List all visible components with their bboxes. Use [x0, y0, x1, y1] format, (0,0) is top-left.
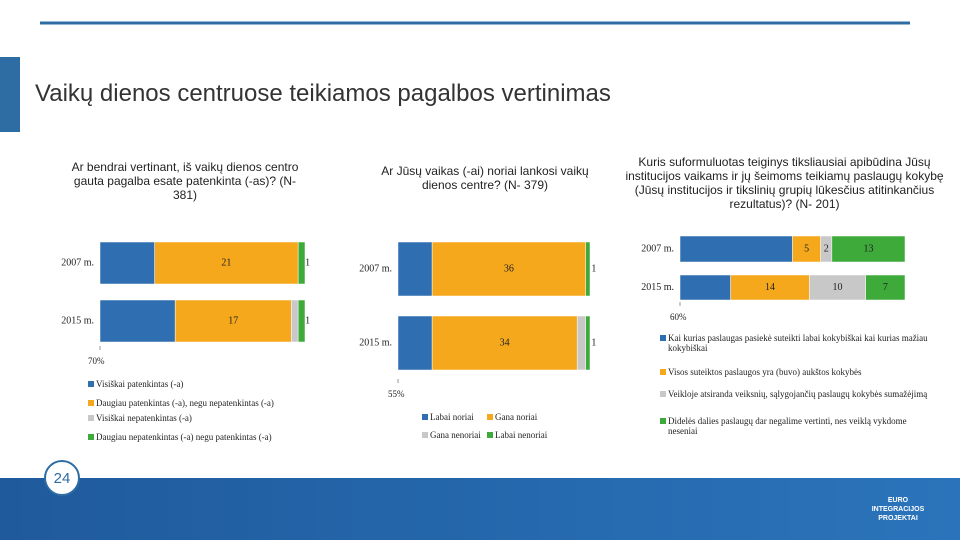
- chart-title: Ar bendrai vertinant, iš vaikų dienos ce…: [71, 160, 299, 202]
- accent-bar: [0, 57, 20, 132]
- legend-label: Didelės dalies paslaugų dar negalime ver…: [668, 416, 907, 436]
- y-tick-label: 2015 m.: [641, 282, 674, 293]
- bar-segment: [397, 315, 433, 371]
- legend-label: Labai nenoriai: [495, 430, 548, 440]
- footer-band: [0, 478, 960, 540]
- y-tick-label: 2015 m.: [359, 337, 392, 348]
- legend-label: Gana noriai: [495, 412, 538, 422]
- bar-segment: [297, 299, 306, 343]
- bar-segment: [809, 274, 866, 301]
- data-label: 34: [500, 337, 510, 348]
- page-badge: [44, 460, 80, 496]
- bar-segment: [679, 274, 731, 301]
- y-tick-label: 2007 m.: [359, 263, 392, 274]
- x-tick-label: 70%: [88, 356, 105, 366]
- page-number: 24: [54, 470, 71, 487]
- data-label: 1: [305, 315, 310, 326]
- bar-segment: [297, 241, 306, 285]
- legend-swatch: [660, 418, 666, 424]
- logo-text: INTEGRACIJOS: [872, 506, 925, 513]
- y-tick-label: 2007 m.: [61, 257, 94, 268]
- x-tick-label: 60%: [670, 312, 687, 322]
- data-label: 10: [833, 282, 843, 293]
- bar-segment: [174, 299, 292, 343]
- data-label: 1: [591, 263, 596, 274]
- bar-segment: [585, 315, 591, 371]
- data-label: 2: [824, 243, 829, 254]
- data-label: 36: [504, 263, 514, 274]
- slide-title: Vaikų dienos centruose teikiamos pagalbo…: [35, 80, 611, 107]
- data-label: 17: [228, 315, 238, 326]
- bar-segment: [792, 235, 821, 263]
- bar-segment: [397, 241, 433, 297]
- legend-label: Visiškai patenkintas (-a): [96, 379, 184, 389]
- data-label: 14: [765, 282, 775, 293]
- legend-label: Visos suteiktos paslaugos yra (buvo) auk…: [668, 367, 862, 377]
- bar-segment: [154, 241, 299, 285]
- data-label: 1: [305, 257, 310, 268]
- bar-segment: [865, 274, 906, 301]
- bar-segment: [679, 235, 793, 263]
- bar-segment: [431, 241, 586, 297]
- legend-swatch: [487, 432, 493, 438]
- legend-swatch: [88, 415, 94, 421]
- bar-segment: [431, 315, 578, 371]
- x-tick-label: 55%: [388, 389, 405, 399]
- chart-title: Ar Jūsų vaikas (-ai) noriai lankosi vaik…: [381, 164, 589, 192]
- legend-label: Daugiau nepatenkintas (-a) negu patenkin…: [96, 432, 272, 442]
- logo-text: PROJEKTAI: [878, 515, 918, 522]
- data-label: 13: [863, 243, 873, 254]
- legend-swatch: [88, 381, 94, 387]
- legend-swatch: [660, 369, 666, 375]
- data-label: 7: [883, 282, 888, 293]
- data-label: 5: [804, 243, 809, 254]
- legend-swatch: [422, 414, 428, 420]
- legend-label: Kai kurias paslaugas pasiekė suteikti la…: [668, 333, 928, 353]
- logo-text: EURO: [888, 497, 909, 504]
- legend-swatch: [660, 335, 666, 341]
- data-label: 21: [221, 257, 231, 268]
- bar-segment: [585, 241, 591, 297]
- y-tick-label: 2015 m.: [61, 315, 94, 326]
- bar-segment: [291, 299, 299, 343]
- y-tick-label: 2007 m.: [641, 243, 674, 254]
- bar-segment: [99, 241, 155, 285]
- bar-segment: [99, 299, 176, 343]
- data-label: 1: [591, 337, 596, 348]
- legend-swatch: [88, 400, 94, 406]
- legend-label: Veikloje atsiranda veiksnių, sąlygojanči…: [668, 389, 928, 399]
- legend-label: Visiškai nepatenkintas (-a): [96, 413, 192, 423]
- legend-swatch: [88, 434, 94, 440]
- legend-label: Gana nenoriai: [430, 430, 481, 440]
- legend-label: Labai noriai: [430, 412, 474, 422]
- legend-label: Daugiau patenkintas (-a), negu nepatenki…: [96, 398, 274, 408]
- legend-swatch: [660, 391, 666, 397]
- legend-swatch: [487, 414, 493, 420]
- bar-segment: [730, 274, 810, 301]
- chart-title: Kuris suformuluotas teiginys tiksliausia…: [625, 155, 944, 211]
- legend-swatch: [422, 432, 428, 438]
- bar-segment: [831, 235, 906, 263]
